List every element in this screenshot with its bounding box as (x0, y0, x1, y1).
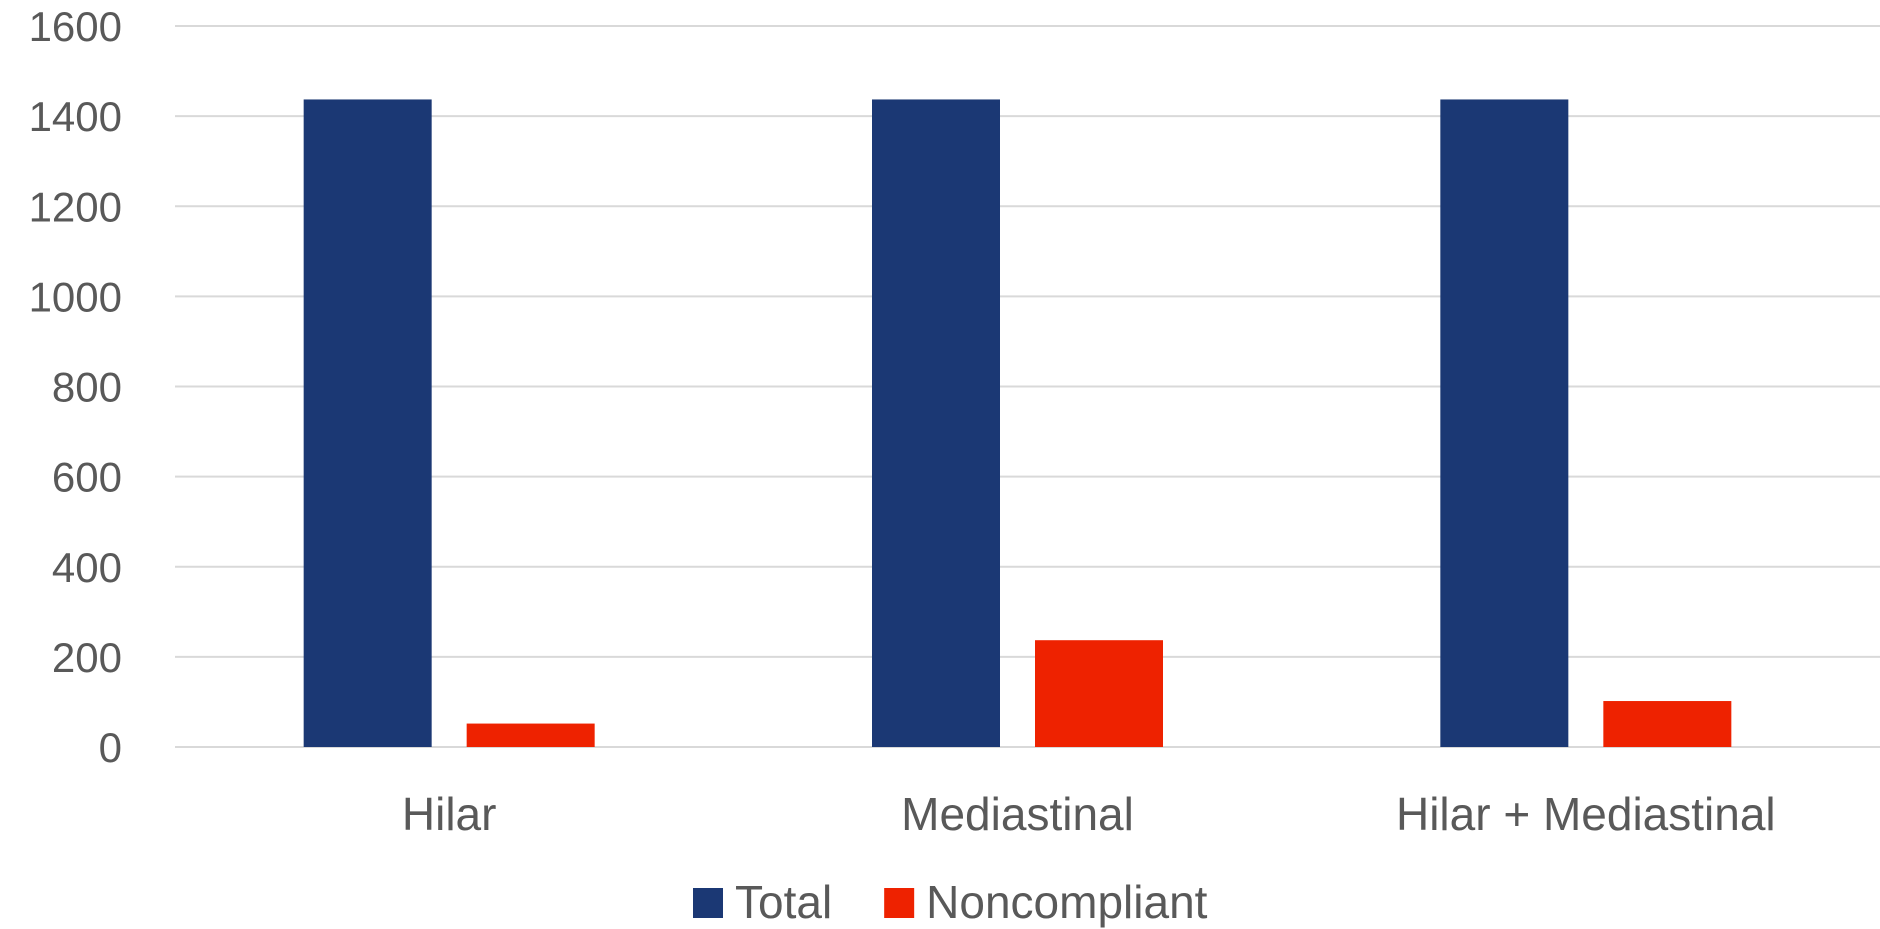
bar-total-2 (872, 99, 1000, 747)
legend-label-total: Total (735, 876, 832, 928)
bars (303, 99, 1732, 747)
legend-label-noncompliant: Noncompliant (926, 876, 1207, 928)
bar-noncompliant-2 (1035, 640, 1163, 747)
y-axis-tick-labels: 0 200 400 600 800 1000 1200 1400 1600 (29, 3, 122, 771)
x-category-label: Mediastinal (901, 788, 1134, 840)
bar-noncompliant-1 (466, 723, 595, 747)
bar-total-3 (1440, 99, 1569, 747)
x-axis-category-labels: Hilar Mediastinal Hilar + Mediastinal (402, 788, 1776, 840)
y-tick-label: 0 (99, 724, 122, 771)
x-category-label: Hilar + Mediastinal (1396, 788, 1776, 840)
y-tick-label: 1600 (29, 3, 122, 50)
y-tick-label: 200 (52, 634, 122, 681)
y-tick-label: 1400 (29, 93, 122, 140)
gridlines (175, 25, 1880, 748)
bar-total-1 (303, 99, 432, 747)
bar-noncompliant-3 (1603, 701, 1732, 747)
legend: Total Noncompliant (693, 876, 1208, 928)
legend-swatch-noncompliant (884, 888, 915, 918)
y-tick-label: 800 (52, 364, 122, 411)
y-tick-label: 1200 (29, 183, 122, 230)
legend-swatch-total (693, 888, 723, 918)
y-tick-label: 1000 (29, 273, 122, 320)
y-tick-label: 400 (52, 544, 122, 591)
x-category-label: Hilar (402, 788, 497, 840)
y-tick-label: 600 (52, 454, 122, 501)
